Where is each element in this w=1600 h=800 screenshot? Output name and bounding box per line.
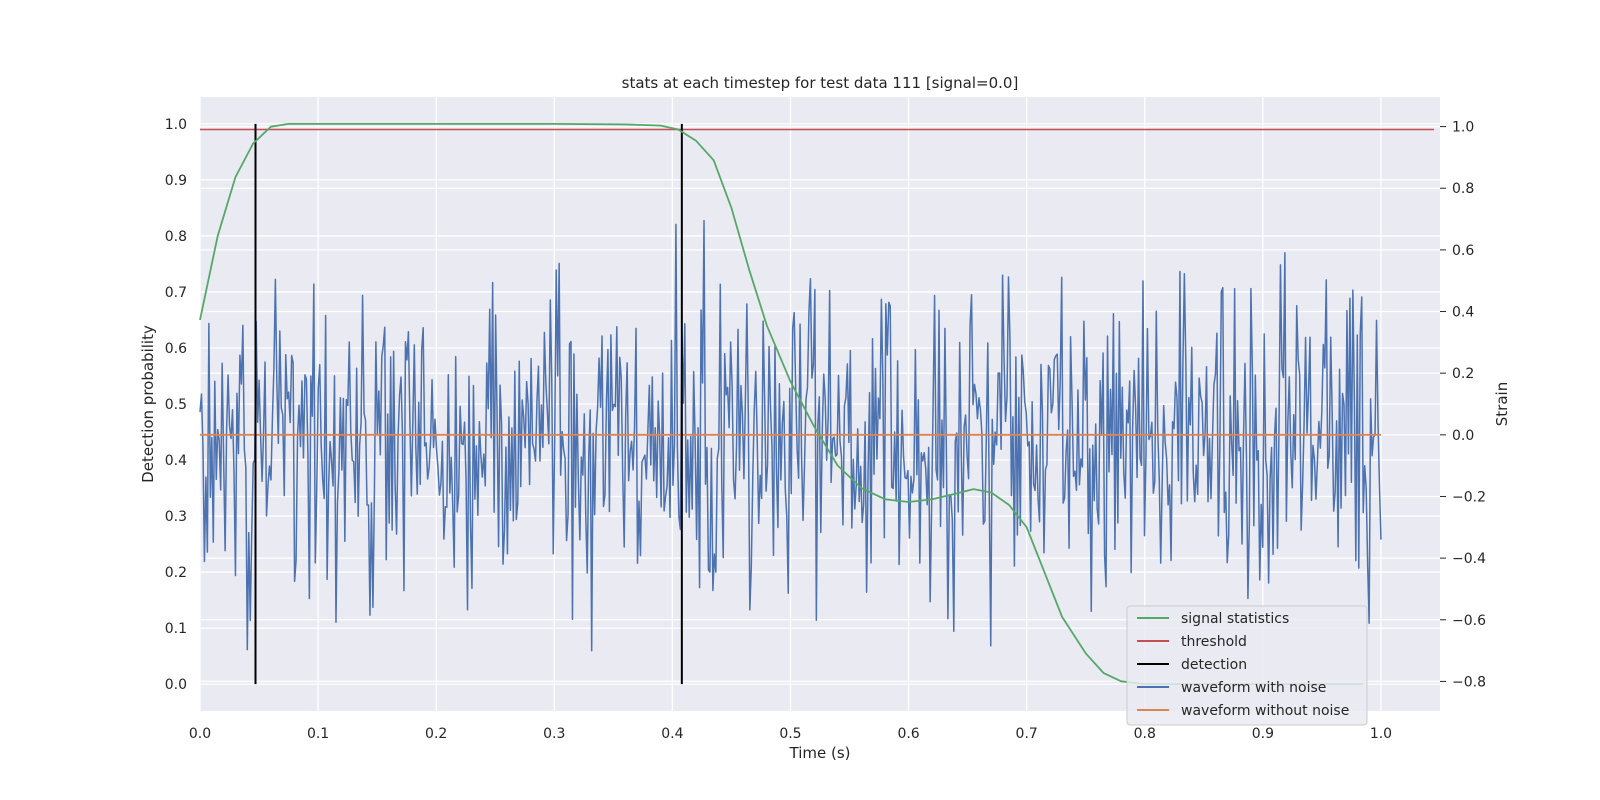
y-tick-label-right: −0.2	[1452, 489, 1486, 505]
y-tick-label-left: 0.3	[165, 509, 187, 525]
y-tick-label-left: 0.9	[165, 173, 187, 189]
y-tick-label-right: 0.8	[1452, 181, 1474, 197]
x-tick-label: 0.5	[779, 726, 801, 742]
series-signal-statistics	[199, 122, 1364, 686]
y-tick-label-right: 0.6	[1452, 243, 1474, 259]
y-tick-label-right: −0.4	[1452, 551, 1486, 567]
y-axis-label-right: Strain	[1493, 382, 1511, 426]
y-tick-label-right: −0.8	[1452, 674, 1486, 690]
y-tick-label-left: 0.7	[165, 285, 187, 301]
y-tick-label-left: 0.8	[165, 229, 187, 245]
x-tick-label: 0.8	[1134, 726, 1156, 742]
x-tick-label: 0.6	[897, 726, 919, 742]
x-tick-label: 0.2	[425, 726, 447, 742]
legend-label: signal statistics	[1181, 611, 1289, 627]
y-tick-label-left: 0.5	[165, 397, 187, 413]
legend-label: detection	[1181, 657, 1247, 673]
chart-title: stats at each timestep for test data 111…	[622, 74, 1019, 92]
legend-box	[1126, 605, 1368, 726]
series-waveform-with-noise	[199, 219, 1382, 652]
y-tick-label-left: 0.4	[165, 453, 187, 469]
x-tick-label: 0.4	[661, 726, 683, 742]
y-tick-label-right: 1.0	[1452, 120, 1474, 136]
y-tick-label-right: −0.6	[1452, 613, 1486, 629]
x-tick-label: 0.1	[307, 726, 329, 742]
y-axis-label-left: Detection probability	[139, 325, 157, 483]
legend-label: threshold	[1181, 634, 1247, 650]
x-tick-label: 0.9	[1252, 726, 1274, 742]
x-tick-label: 0.0	[189, 726, 211, 742]
plot-marks	[199, 122, 1435, 686]
legend: signal statistics threshold detection wavef…	[1126, 605, 1368, 726]
x-tick-label: 0.7	[1016, 726, 1038, 742]
legend-label: waveform without noise	[1181, 703, 1349, 719]
y-tick-label-left: 0.1	[165, 621, 187, 637]
y-tick-label-left: 0.2	[165, 565, 187, 581]
y-tick-label-right: 0.4	[1452, 305, 1474, 321]
y-tick-label-left: 0.0	[165, 677, 187, 693]
y-tick-label-left: 0.6	[165, 341, 187, 357]
x-tick-label: 0.3	[543, 726, 565, 742]
tick-labels: 0.0 0.1 0.2 0.3 0.4 0.5 0.6 0.7 0.8 0.9 1.0 0.0 0.1 0…	[165, 117, 1486, 742]
y-tick-label-right: 0.0	[1452, 428, 1474, 444]
y-tick-label-left: 1.0	[165, 117, 187, 133]
legend-label: waveform with noise	[1181, 680, 1326, 696]
x-tick-label: 1.0	[1370, 726, 1392, 742]
y-tick-label-right: 0.2	[1452, 366, 1474, 382]
x-axis-label: Time (s)	[789, 744, 851, 762]
